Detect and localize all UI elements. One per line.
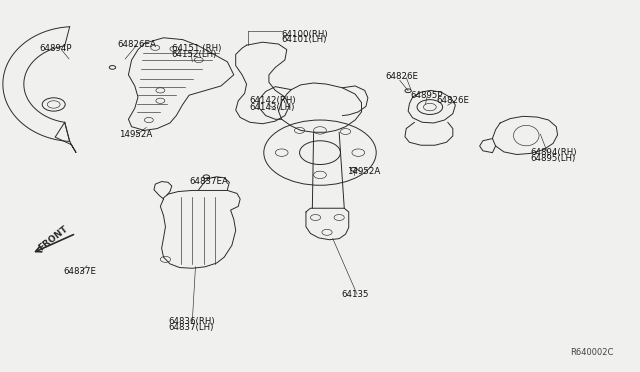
Text: 64837(LH): 64837(LH)	[169, 323, 214, 332]
Text: 64143(LH): 64143(LH)	[250, 103, 295, 112]
Text: 64135: 64135	[341, 290, 369, 299]
Text: 64894(RH): 64894(RH)	[531, 148, 577, 157]
Text: 64894P: 64894P	[39, 44, 72, 53]
Text: 64837EA: 64837EA	[189, 177, 228, 186]
Text: 64826EA: 64826EA	[118, 40, 156, 49]
Text: 64836(RH): 64836(RH)	[169, 317, 215, 326]
Text: 64152(LH): 64152(LH)	[172, 50, 217, 59]
Text: 64895P: 64895P	[411, 91, 443, 100]
Text: 64837E: 64837E	[63, 267, 96, 276]
Text: 64142(RH): 64142(RH)	[250, 96, 296, 105]
Text: 64101(LH): 64101(LH)	[282, 35, 327, 44]
Text: 64826E: 64826E	[386, 72, 419, 81]
Text: 64826E: 64826E	[437, 96, 470, 105]
Text: R640002C: R640002C	[570, 348, 614, 357]
Text: 14952A: 14952A	[119, 130, 152, 140]
Text: FRONT: FRONT	[36, 224, 70, 253]
Text: 64895(LH): 64895(LH)	[531, 154, 576, 163]
Text: 14952A: 14952A	[347, 167, 380, 176]
Text: 64100(RH): 64100(RH)	[282, 29, 328, 39]
Text: 64151 (RH): 64151 (RH)	[172, 44, 221, 53]
